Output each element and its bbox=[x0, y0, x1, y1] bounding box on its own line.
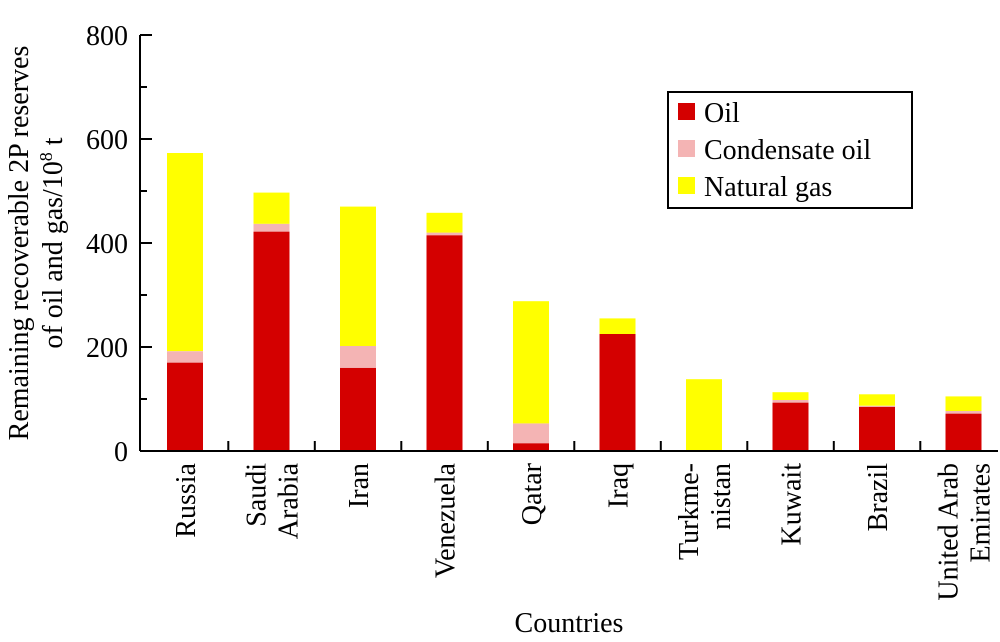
legend-swatch-condensate-oil bbox=[678, 140, 695, 157]
bar-segment-oil-5 bbox=[599, 334, 636, 451]
y-axis-title-line2: of oil and gas/108 t bbox=[36, 137, 69, 348]
y-axis-title-line1: Remaining recoverable 2P reserves bbox=[4, 46, 35, 441]
bar-segment-natural-gas-7 bbox=[772, 392, 809, 400]
x-category-label: Iran bbox=[344, 463, 375, 508]
x-category-label: Iraq bbox=[604, 463, 635, 508]
legend-label-condensate-oil: Condensate oil bbox=[704, 135, 871, 166]
y-tick-label: 0 bbox=[114, 437, 128, 468]
legend-swatch-natural-gas bbox=[678, 177, 695, 194]
bar-segment-oil-3 bbox=[426, 235, 463, 451]
bar-segment-oil-0 bbox=[167, 362, 203, 451]
legend-label-oil: Oil bbox=[704, 98, 740, 129]
x-category-label: nistan bbox=[706, 463, 737, 530]
x-category-label: Venezuela bbox=[431, 462, 462, 578]
bar-segment-oil-9 bbox=[945, 413, 982, 451]
y-tick-label: 600 bbox=[86, 125, 128, 156]
y-axis-title-unit: t bbox=[38, 137, 69, 152]
bar-segment-oil-2 bbox=[340, 367, 376, 451]
legend-label-natural-gas: Natural gas bbox=[704, 172, 832, 203]
bar-segment-oil-8 bbox=[859, 406, 895, 451]
x-category-label: Emirates bbox=[966, 463, 997, 563]
x-category-labels: Russia Saudi Arabia Iran Venezuela Qatar Iraq T… bbox=[171, 441, 997, 601]
x-category-label: Russia bbox=[171, 462, 202, 537]
x-category-label: United Arab bbox=[934, 463, 965, 601]
bar-segment-condensate-oil-4 bbox=[513, 423, 549, 444]
bar-segment-oil-1 bbox=[253, 231, 290, 451]
bar-segment-natural-gas-5 bbox=[599, 318, 636, 334]
y-tick-label: 200 bbox=[86, 333, 128, 364]
legend: Oil Condensate oil Natural gas bbox=[667, 91, 913, 209]
y-axis-title-superscript: 8 bbox=[36, 152, 56, 161]
bars-group bbox=[167, 153, 982, 451]
y-axis-title-part: of oil and gas/10 bbox=[38, 161, 69, 348]
bar-segment-natural-gas-2 bbox=[340, 206, 376, 346]
bar-segment-natural-gas-4 bbox=[513, 301, 549, 424]
bar-segment-condensate-oil-2 bbox=[340, 346, 376, 368]
bar-segment-natural-gas-6 bbox=[686, 379, 722, 451]
x-category-label: Kuwait bbox=[777, 463, 808, 546]
bar-segment-natural-gas-8 bbox=[859, 394, 895, 406]
x-category-label: Turkme- bbox=[674, 463, 705, 560]
bar-segment-natural-gas-0 bbox=[167, 153, 203, 352]
bar-segment-condensate-oil-1 bbox=[253, 223, 290, 232]
bar-segment-natural-gas-1 bbox=[253, 192, 290, 224]
bar-segment-condensate-oil-9 bbox=[945, 411, 982, 414]
bar-segment-oil-4 bbox=[513, 443, 549, 451]
bar-segment-condensate-oil-7 bbox=[772, 400, 809, 403]
bar-segment-natural-gas-3 bbox=[426, 212, 463, 233]
bar-segment-natural-gas-9 bbox=[945, 396, 982, 411]
legend-box bbox=[667, 91, 913, 209]
bar-segment-condensate-oil-8 bbox=[859, 405, 895, 407]
x-axis-title: Countries bbox=[515, 608, 624, 639]
legend-swatch-oil bbox=[678, 103, 695, 120]
bar-segment-condensate-oil-0 bbox=[167, 351, 203, 363]
y-tick-label: 800 bbox=[86, 21, 128, 52]
x-category-label: Saudi bbox=[242, 463, 273, 527]
y-tick-label: 400 bbox=[86, 229, 128, 260]
x-category-label: Qatar bbox=[517, 462, 548, 525]
x-category-label: Brazil bbox=[863, 463, 894, 532]
bar-segment-oil-7 bbox=[772, 402, 809, 451]
y-ticks-group: 0 200 400 600 800 bbox=[86, 21, 152, 468]
x-category-label: Arabia bbox=[274, 462, 305, 539]
bar-segment-condensate-oil-3 bbox=[426, 232, 463, 236]
